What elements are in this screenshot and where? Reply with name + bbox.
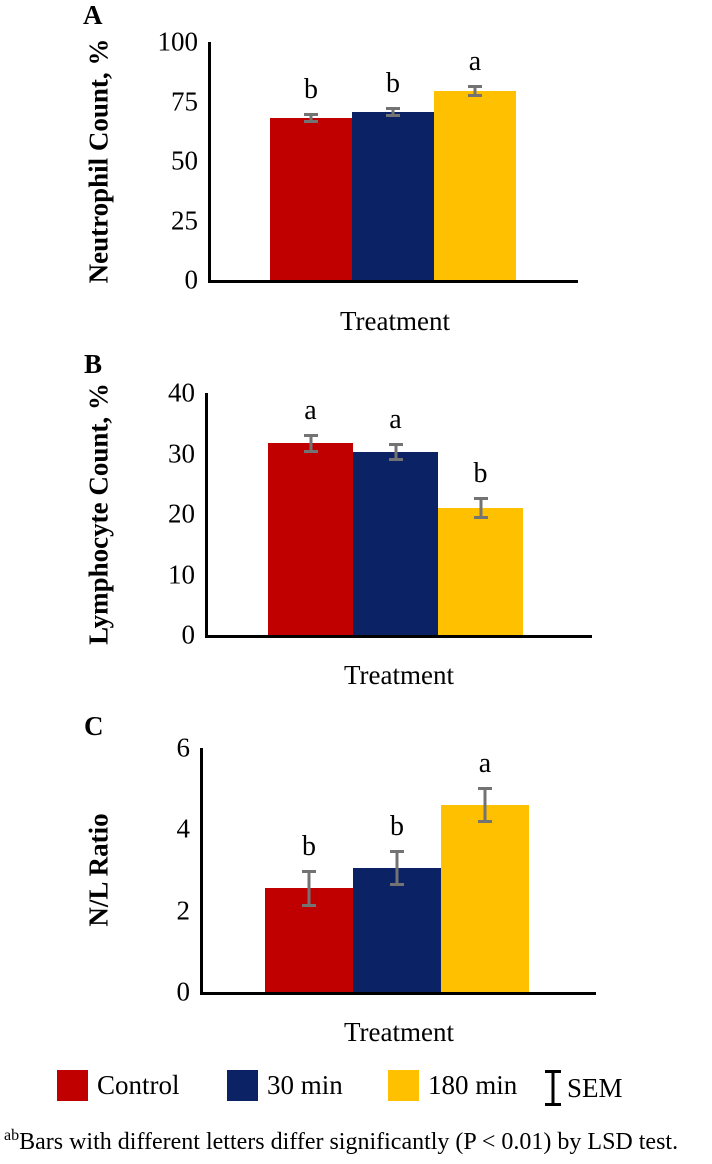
error-bar: [388, 443, 403, 462]
legend-item-control: Control: [57, 1070, 180, 1101]
significance-letter: b: [386, 68, 400, 100]
legend-item-180min: 180 min: [388, 1070, 517, 1101]
legend: Control 30 min 180 min SEM: [0, 1070, 712, 1110]
plot-area-lymphocyte: 0 10 20 30 40 a a b: [168, 379, 592, 648]
bar-30-min: [353, 452, 438, 635]
y-tick-label: 25: [171, 205, 198, 235]
error-bar: [473, 497, 488, 519]
bar-30-min: [353, 867, 441, 992]
bar-control: [268, 443, 353, 635]
bar-180-min: [434, 91, 516, 280]
y-tick-label: 30: [168, 438, 195, 468]
y-tick-label: 40: [168, 377, 195, 408]
y-tick-label: 4: [176, 813, 191, 844]
bar-180-min: [438, 507, 523, 635]
significance-letter: b: [304, 74, 318, 106]
error-bar: [304, 113, 318, 123]
footnote-superscript: ab: [4, 1127, 20, 1144]
panel-label-a: A: [83, 0, 103, 30]
plot-area-neutrophil: 0 25 50 75 100 b b a: [158, 28, 578, 293]
significance-letter: a: [389, 404, 402, 436]
30min-color-swatch: [227, 1070, 258, 1101]
significance-letter: a: [478, 747, 492, 779]
bar-180-min: [441, 804, 529, 992]
error-bar: [386, 107, 400, 117]
footnote-text: Bars with different letters differ signi…: [19, 1129, 679, 1155]
significance-footnote: abBars with different letters differ sig…: [4, 1126, 712, 1158]
significance-letter: b: [390, 810, 404, 842]
y-tick-label: 6: [176, 732, 191, 763]
y-tick-label: 0: [184, 264, 199, 295]
significance-letter: b: [473, 458, 488, 490]
bar-control: [270, 118, 352, 280]
significance-letter: b: [302, 831, 316, 862]
legend-label-180min: 180 min: [428, 1070, 518, 1100]
y-axis-title-nl-ratio: N/L Ratio: [83, 813, 114, 927]
control-color-swatch: [57, 1070, 88, 1101]
180min-color-swatch: [388, 1070, 419, 1101]
error-bar: [303, 433, 318, 453]
panel-label-c: C: [84, 711, 104, 741]
y-tick-label: 75: [171, 86, 198, 116]
legend-label-sem: SEM: [567, 1072, 623, 1103]
error-bar-icon: [545, 1070, 561, 1106]
significance-letter: a: [468, 46, 482, 78]
x-axis-title-treatment-b: Treatment: [344, 660, 454, 690]
y-axis-title-neutrophil: Neutrophil Count, %: [83, 38, 114, 284]
error-bar: [468, 85, 482, 97]
bar-30-min: [352, 112, 434, 280]
y-tick-label: 10: [168, 559, 195, 589]
error-bar: [478, 786, 492, 824]
y-tick-label: 0: [181, 619, 196, 650]
error-bar: [390, 849, 404, 887]
legend-item-sem: SEM: [545, 1070, 623, 1106]
y-axis-title-lymphocyte: Lymphocyte Count, %: [83, 383, 114, 645]
legend-label-30min: 30 min: [267, 1070, 343, 1100]
panel-label-b: B: [84, 349, 103, 379]
y-tick-label: 50: [171, 145, 198, 176]
y-tick-label: 100: [157, 26, 199, 57]
plot-area-nl-ratio: 0 2 4 6 b b a: [177, 734, 596, 1005]
y-tick-label: 20: [168, 498, 195, 529]
y-tick-label: 0: [176, 976, 191, 1007]
significance-letter: a: [304, 394, 317, 426]
error-bar: [302, 870, 316, 907]
legend-item-30min: 30 min: [227, 1070, 343, 1101]
legend-label-control: Control: [97, 1070, 180, 1100]
y-tick-label: 2: [176, 895, 191, 926]
x-axis-title-treatment-c: Treatment: [344, 1017, 454, 1047]
x-axis-title-treatment-a: Treatment: [340, 306, 450, 336]
